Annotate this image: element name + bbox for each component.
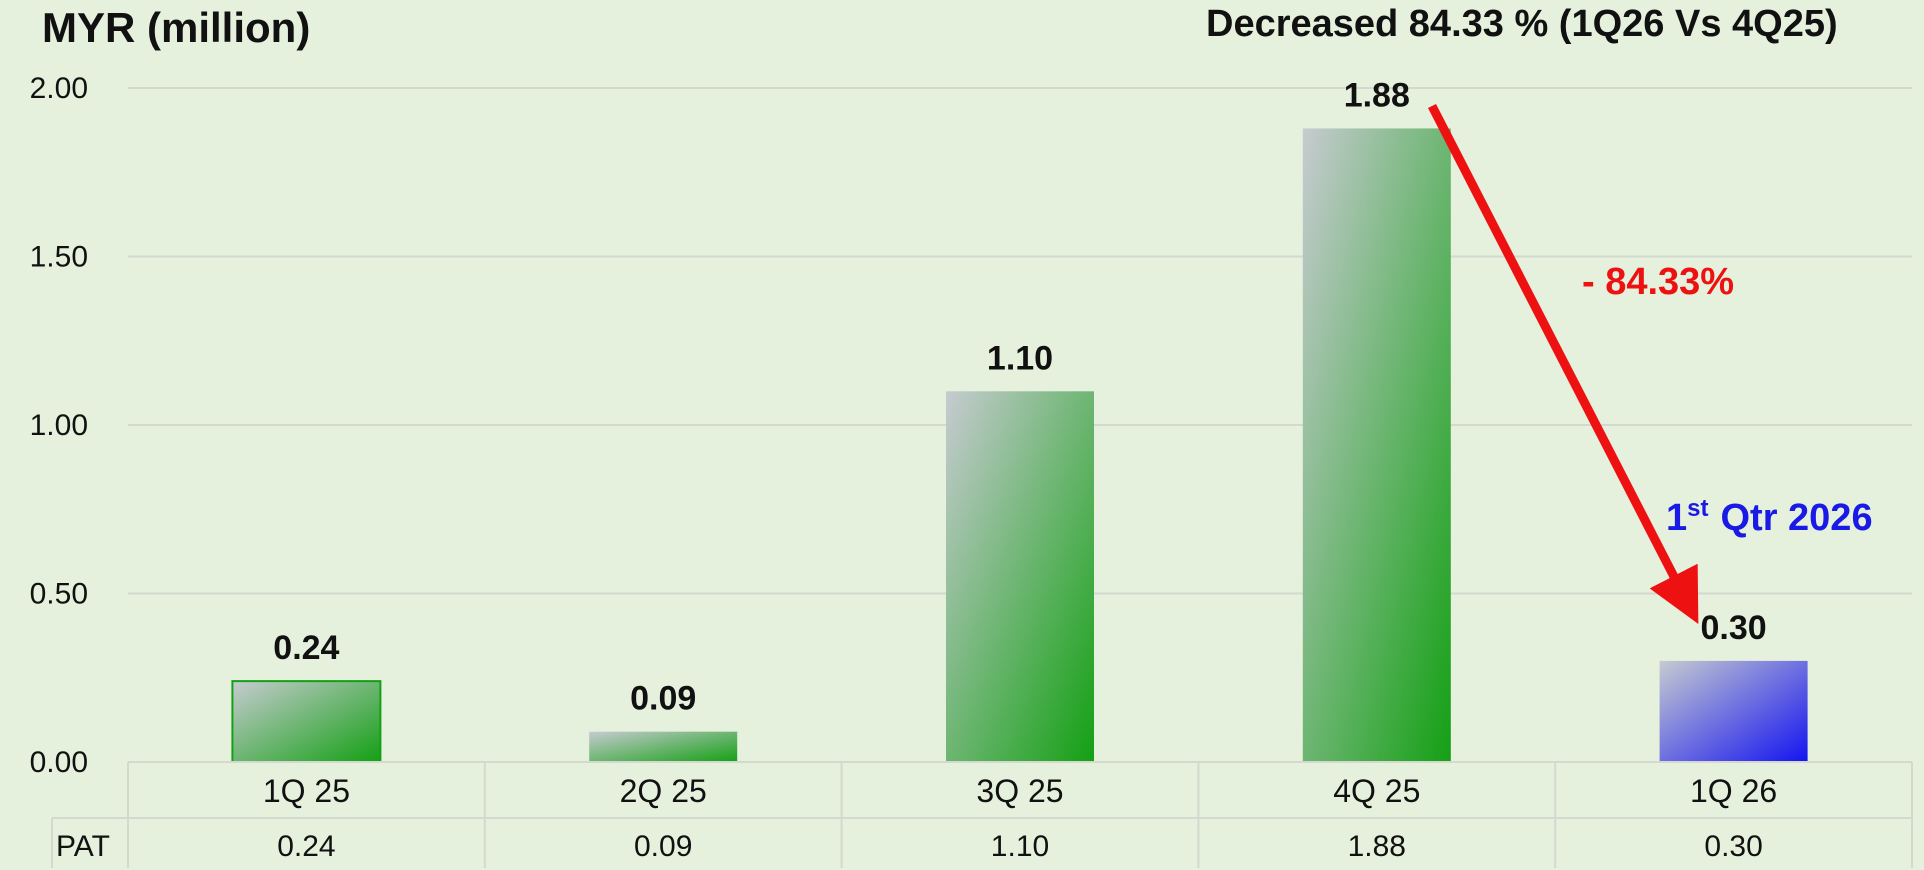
data-label: 0.24	[273, 629, 339, 667]
table-value: 1.88	[1348, 830, 1406, 863]
table-value: 1.10	[991, 830, 1049, 863]
category-label: 1Q 26	[1690, 773, 1777, 809]
y-tick-label: 1.50	[30, 241, 88, 274]
y-tick-label: 0.00	[30, 746, 88, 779]
highlight-annotation: 1st Qtr 2026	[1666, 495, 1873, 539]
y-tick-label: 0.50	[30, 578, 88, 611]
bar-2q25	[589, 731, 738, 762]
unit-label: MYR (million)	[42, 4, 310, 51]
category-label: 2Q 25	[620, 773, 707, 809]
bar-1q26	[1659, 660, 1808, 762]
category-label: 3Q 25	[976, 773, 1063, 809]
bar-4q25	[1302, 128, 1451, 762]
table-value: 0.24	[277, 830, 335, 863]
data-label: 0.09	[630, 680, 696, 718]
table-value: 0.09	[634, 830, 692, 863]
bar-1q25	[231, 680, 382, 763]
table-row-label: PAT	[56, 830, 110, 863]
y-tick-label: 1.00	[30, 409, 88, 442]
table-value: 0.30	[1704, 830, 1762, 863]
highlight-prefix: 1	[1666, 497, 1687, 539]
highlight-superscript: st	[1687, 495, 1708, 522]
y-tick-label: 2.00	[30, 72, 88, 105]
category-label: 4Q 25	[1333, 773, 1420, 809]
chart-headline: Decreased 84.33 % (1Q26 Vs 4Q25)	[1206, 3, 1838, 45]
data-label: 1.10	[987, 339, 1053, 377]
data-label: 0.30	[1701, 609, 1767, 647]
bar-3q25	[946, 391, 1094, 762]
change-arrow	[1427, 103, 1699, 625]
data-label: 1.88	[1344, 76, 1410, 114]
category-label: 1Q 25	[263, 773, 350, 809]
change-annotation: - 84.33%	[1582, 261, 1734, 303]
highlight-text: Qtr 2026	[1720, 497, 1872, 539]
data-table: 1Q 25 0.24 2Q 25 0.09 3Q 25 1.10 4Q 25 1.88 1Q 2…	[51, 761, 1913, 868]
